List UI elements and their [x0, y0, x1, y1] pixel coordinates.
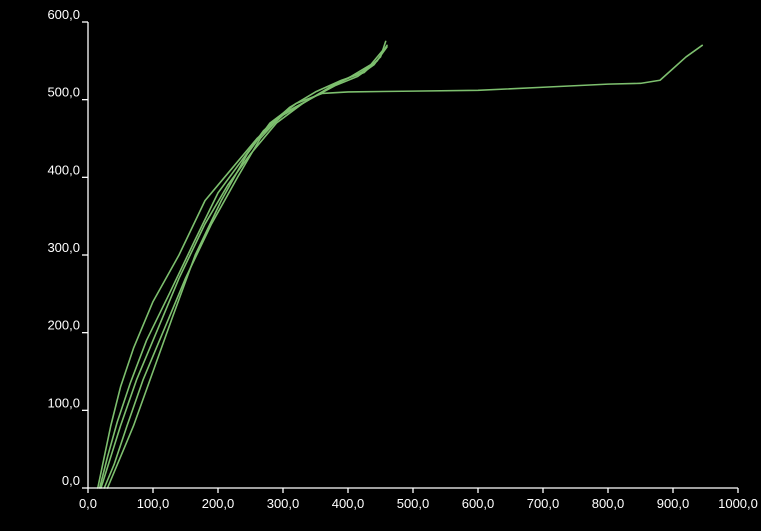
y-tick-label: 300,0 [47, 240, 80, 255]
y-tick-label: 400,0 [47, 162, 80, 177]
y-tick-label: 100,0 [47, 395, 80, 410]
y-tick-label: 200,0 [47, 318, 80, 333]
x-tick-label: 400,0 [332, 496, 365, 511]
x-tick-label: 800,0 [592, 496, 625, 511]
ticks-layer: 0,0 100,0 200,0 300,0 400,0 500,0 600,0 700,0 80… [47, 7, 757, 511]
x-tick-label: 0,0 [79, 496, 97, 511]
series-line-2 [98, 40, 387, 489]
series-layer [96, 40, 704, 489]
x-tick-label: 100,0 [137, 496, 170, 511]
series-line-1 [96, 44, 388, 489]
x-tick-label: 200,0 [202, 496, 235, 511]
x-tick-label: 600,0 [462, 496, 495, 511]
x-tick-label: 500,0 [397, 496, 430, 511]
series-line-5 [106, 44, 704, 489]
x-tick-label: 900,0 [657, 496, 690, 511]
series-line-3 [100, 48, 385, 489]
y-tick-label: 600,0 [47, 7, 80, 22]
x-tick-label: 300,0 [267, 496, 300, 511]
x-tick-label: 700,0 [527, 496, 560, 511]
x-tick-label: 1000,0 [718, 496, 758, 511]
y-tick-label: 500,0 [47, 85, 80, 100]
series-line-4 [103, 46, 388, 489]
y-tick-label: 0,0 [62, 473, 80, 488]
